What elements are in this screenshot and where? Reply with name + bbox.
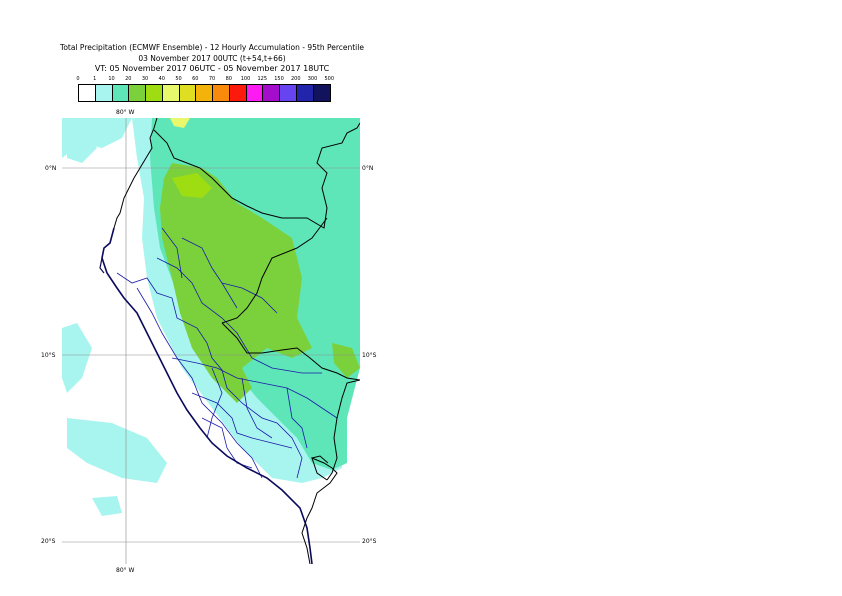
legend-color-box [112,85,130,101]
legend-color-box [129,85,146,101]
legend-label: 200 [290,76,301,82]
legend-label: 40 [158,76,165,82]
lat-label-left-20: 20°S [41,538,56,545]
legend-label: 500 [324,76,335,82]
precip-patch-offshore-south [67,418,167,483]
legend-labels: 0 1 10 20 30 40 50 60 70 80 100 125 150 200 300 500 [76,76,346,85]
legend-color-box [229,85,247,101]
legend-label: 300 [307,76,318,82]
legend-label: 125 [257,76,268,82]
precip-patch-offshore-small [67,133,97,163]
lon-label-bottom: 80° W [116,567,135,574]
lon-label-top: 80° W [116,109,135,116]
precip-area-peak [170,118,190,128]
legend-color-box [162,85,180,101]
legend-label: 100 [240,76,251,82]
precip-patch-offshore-tiny [92,496,122,516]
legend-label: 150 [274,76,284,82]
legend-label: 60 [192,76,199,82]
title-line-1: Total Precipitation (ECMWF Ensemble) - 1… [60,43,364,52]
legend-label: 0 [76,76,80,82]
legend-label: 30 [141,76,149,82]
legend-label: 50 [175,76,182,82]
legend-color-boxes [78,84,332,102]
legend-color-box [296,85,314,101]
map-canvas [62,118,360,564]
lat-label-right-10: 10°S [362,352,377,359]
legend-label: 10 [108,76,115,82]
map-title: Total Precipitation (ECMWF Ensemble) - 1… [40,43,384,75]
color-legend: 0 1 10 20 30 40 50 60 70 80 100 125 150 200 300 500 [76,76,346,102]
legend-label: 1 [93,76,97,82]
precip-patch-offshore-mid [62,323,92,393]
lat-label-right-20: 20°S [362,538,377,545]
legend-label: 80 [225,76,232,82]
precip-area-heavier [172,173,212,198]
lat-label-left-10: 10°S [41,352,56,359]
lat-label-right-0: 0°N [362,165,374,172]
legend-color-box [213,85,230,101]
title-line-3: VT: 05 November 2017 06UTC - 05 November… [94,64,330,73]
legend-color-box [263,85,280,101]
legend-color-box [313,85,331,101]
legend-color-box [196,85,213,101]
coastline [101,227,313,564]
legend-color-box [280,85,297,101]
legend-label: 70 [208,76,216,82]
coastline-gulf [99,257,105,274]
precipitation-map [62,118,360,564]
precip-area-heavy [160,163,312,403]
precip-area-heavy-east [332,343,360,378]
legend-color-box [179,85,197,101]
precip-patch-offshore-north [62,118,132,158]
legend-color-box [246,85,264,101]
lat-label-left-0: 0°N [45,165,57,172]
legend-color-box [79,85,96,101]
legend-color-box [146,85,163,101]
legend-color-box [95,85,113,101]
legend-label: 20 [125,76,132,82]
title-line-2: 03 November 2017 00UTC (t+54,t+66) [138,53,286,63]
country-borders [113,118,360,564]
